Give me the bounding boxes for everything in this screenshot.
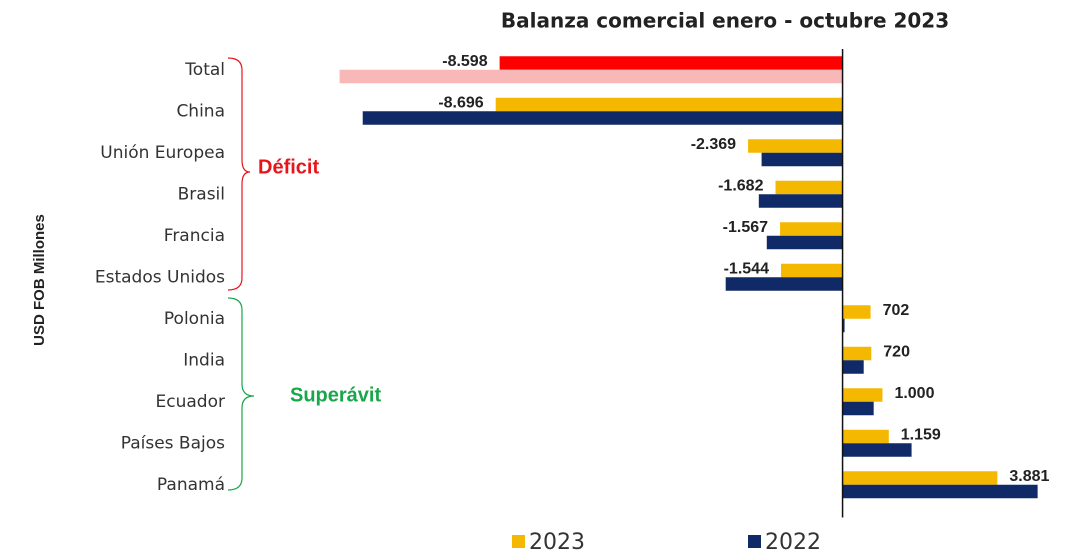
- data-label: 1.000: [894, 385, 934, 402]
- data-label: -1.544: [724, 260, 769, 277]
- deficit-brace: [227, 57, 251, 291]
- bar: [842, 388, 883, 402]
- bar: [842, 429, 889, 444]
- bar: [842, 305, 871, 319]
- data-label: 1.159: [901, 426, 941, 443]
- legend-label: 2022: [765, 530, 821, 554]
- bar: [842, 360, 864, 374]
- annotation: Déficit: [258, 156, 319, 178]
- bar: [748, 139, 843, 153]
- bar: [775, 180, 843, 195]
- surplus-brace: [227, 297, 255, 491]
- y-tick-label: Total: [184, 60, 225, 80]
- data-label: 3.881: [1009, 468, 1049, 485]
- y-tick-label: Polonia: [164, 309, 225, 329]
- data-label: 702: [883, 302, 910, 319]
- y-tick-label: Unión Europea: [100, 143, 225, 163]
- bar: [339, 69, 843, 84]
- y-tick-label: India: [183, 350, 225, 370]
- data-label: -2.369: [691, 136, 736, 153]
- bar: [842, 443, 912, 457]
- legend-label: 2023: [529, 530, 585, 554]
- bar: [842, 471, 998, 485]
- data-label: 720: [883, 343, 910, 360]
- bar: [495, 97, 843, 112]
- bar: [761, 152, 843, 167]
- bar: [758, 194, 843, 208]
- data-label: -8.598: [442, 53, 487, 70]
- bar: [842, 484, 1038, 499]
- annotation: Superávit: [290, 384, 381, 406]
- chart-title: Balanza comercial enero - octubre 2023: [501, 9, 949, 33]
- legend-swatch: [748, 535, 761, 548]
- bar: [780, 263, 843, 278]
- y-tick-label: Estados Unidos: [95, 267, 225, 287]
- bar: [725, 277, 843, 291]
- bar: [842, 401, 874, 416]
- bar: [362, 111, 843, 125]
- bar: [766, 235, 843, 250]
- bar: [842, 346, 872, 361]
- bar: [499, 56, 843, 70]
- legend-swatch: [512, 535, 525, 548]
- y-tick-label: Panamá: [157, 475, 225, 495]
- data-label: -1.567: [723, 219, 768, 236]
- y-tick-label: Ecuador: [156, 392, 225, 412]
- y-tick-label: Francia: [164, 226, 225, 246]
- bar: [842, 318, 845, 333]
- y-tick-label: Países Bajos: [121, 433, 225, 453]
- data-label: -8.696: [438, 94, 483, 111]
- y-tick-label: Brasil: [178, 184, 225, 204]
- bar: [780, 222, 843, 236]
- data-label: -1.682: [718, 177, 763, 194]
- y-axis-label: USD FOB Millones: [31, 214, 48, 346]
- y-tick-label: China: [176, 101, 225, 121]
